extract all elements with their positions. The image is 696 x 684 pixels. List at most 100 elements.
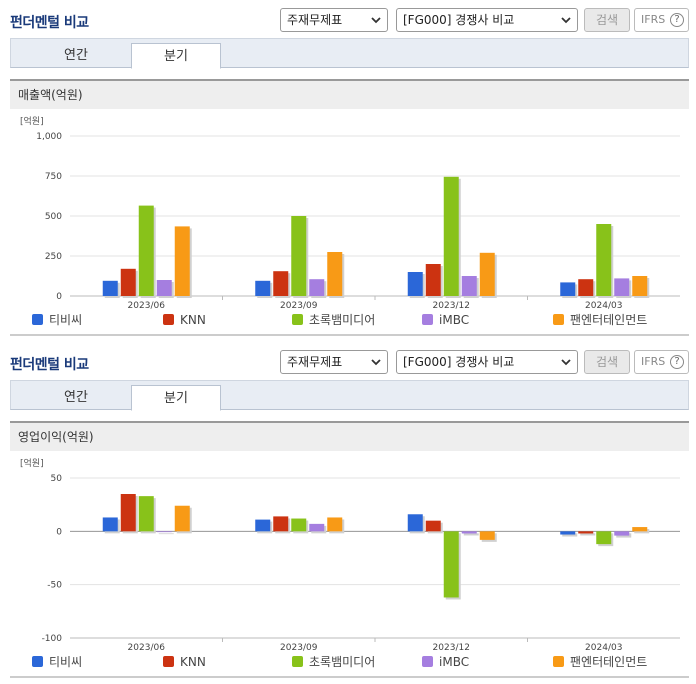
legend-label: KNN [180, 313, 206, 327]
period-tabs: 연간 분기 [10, 380, 689, 411]
bar [102, 517, 118, 532]
legend-label: 초록뱀미디어 [309, 313, 376, 327]
bar [425, 520, 441, 532]
chevron-down-icon [371, 17, 381, 24]
competitor-value: [FG000] 경쟁사 비교 [403, 355, 515, 369]
search-button[interactable]: 검색 [584, 350, 630, 374]
bar [443, 176, 459, 296]
x-tick-label: 2024/03 [585, 301, 622, 311]
legend-swatch [163, 656, 174, 667]
legend-label: iMBC [439, 655, 470, 669]
revenue-bar-chart: [억원] 0 250 500 750 1,000 2023/06 2023/09 2023/12… [20, 115, 680, 311]
tab-quarterly[interactable]: 분기 [131, 43, 221, 69]
bar [273, 271, 289, 296]
statement-type-select[interactable]: 주재무제표 [280, 8, 388, 32]
bar [327, 517, 343, 532]
bar [596, 224, 612, 296]
bar [407, 514, 423, 532]
ifrs-label: IFRS [641, 355, 666, 368]
tab-annual[interactable]: 연간 [64, 390, 88, 405]
divider [10, 676, 689, 678]
period-tabs: 연간 분기 [10, 38, 689, 69]
search-button[interactable]: 검색 [584, 8, 630, 32]
y-tick-label: 1,000 [36, 132, 62, 142]
bar [255, 519, 271, 532]
bar [479, 531, 495, 540]
legend-swatch [553, 656, 564, 667]
bar-shadow [562, 533, 578, 537]
bar [578, 279, 594, 296]
competitor-select[interactable]: [FG000] 경쟁사 비교 [396, 8, 578, 32]
bar [273, 516, 289, 532]
x-tick-label: 2023/09 [280, 643, 318, 653]
competitor-select[interactable]: [FG000] 경쟁사 비교 [396, 350, 578, 374]
bar [120, 268, 136, 296]
x-tick-label: 2023/12 [433, 301, 470, 311]
legend-swatch [553, 314, 564, 325]
bar-shadow [158, 533, 174, 535]
legend-item[interactable]: iMBC [422, 312, 469, 328]
legend-item[interactable]: 팬엔터테인먼트 [553, 312, 647, 328]
bar [614, 531, 630, 536]
tab-annual[interactable]: 연간 [64, 48, 88, 63]
legend-item[interactable]: KNN [163, 654, 206, 670]
bar [614, 278, 630, 296]
legend-label: KNN [180, 655, 206, 669]
competitor-value: [FG000] 경쟁사 비교 [403, 13, 515, 27]
legend-item[interactable]: 초록뱀미디어 [292, 654, 375, 670]
help-icon[interactable]: ? [670, 13, 684, 27]
legend-swatch [292, 314, 303, 325]
chevron-down-icon [371, 359, 381, 366]
chevron-down-icon [561, 17, 571, 24]
bar [138, 496, 154, 532]
y-tick-label: 250 [45, 252, 62, 262]
legend-label: 초록뱀미디어 [309, 655, 376, 669]
bar [291, 216, 307, 296]
legend-item[interactable]: 팬엔터테인먼트 [553, 654, 647, 670]
y-tick-label: -100 [42, 634, 63, 644]
bar-shadow [580, 533, 596, 536]
bar [174, 226, 190, 296]
panel-title: 펀더멘털 비교 [10, 357, 89, 373]
y-tick-label: 500 [45, 212, 62, 222]
fundamental-panel-operating-profit: 펀더멘털 비교 주재무제표 [FG000] 경쟁사 비교 검색 IFRS ? 연… [0, 342, 696, 684]
bar [309, 523, 325, 532]
x-tick-label: 2024/03 [585, 643, 622, 653]
ifrs-button[interactable]: IFRS ? [634, 8, 689, 32]
bar [255, 280, 271, 296]
section-title: 매출액(억원) [10, 79, 689, 109]
bar [632, 276, 648, 296]
bar [596, 531, 612, 545]
bar [174, 505, 190, 532]
bar [102, 280, 118, 296]
bar [407, 272, 423, 296]
y-tick-label: 0 [56, 292, 62, 302]
legend-item[interactable]: 티비씨 [32, 312, 82, 328]
bar [425, 264, 441, 296]
x-tick-label: 2023/06 [128, 643, 166, 653]
chart-legend: 티비씨 KNN 초록뱀미디어 iMBC 팬엔터테인먼트 [0, 654, 696, 672]
panel-title: 펀더멘털 비교 [10, 15, 89, 31]
bar-shadow [463, 533, 479, 536]
legend-swatch [163, 314, 174, 325]
statement-type-select[interactable]: 주재무제표 [280, 350, 388, 374]
bar [479, 252, 495, 296]
legend-label: 팬엔터테인먼트 [570, 655, 648, 669]
unit-label: [억원] [20, 457, 44, 469]
legend-swatch [32, 656, 43, 667]
legend-item[interactable]: iMBC [422, 654, 469, 670]
bar [156, 531, 172, 533]
y-tick-label: 50 [51, 474, 63, 484]
statement-type-value: 주재무제표 [287, 355, 343, 369]
legend-item[interactable]: 초록뱀미디어 [292, 312, 375, 328]
x-tick-label: 2023/12 [433, 643, 470, 653]
tab-quarterly[interactable]: 분기 [131, 385, 221, 411]
legend-label: 티비씨 [49, 655, 83, 669]
legend-item[interactable]: 티비씨 [32, 654, 82, 670]
bar [291, 518, 307, 532]
help-icon[interactable]: ? [670, 355, 684, 369]
ifrs-button[interactable]: IFRS ? [634, 350, 689, 374]
bar [578, 531, 594, 534]
bar [327, 252, 343, 296]
legend-item[interactable]: KNN [163, 312, 206, 328]
